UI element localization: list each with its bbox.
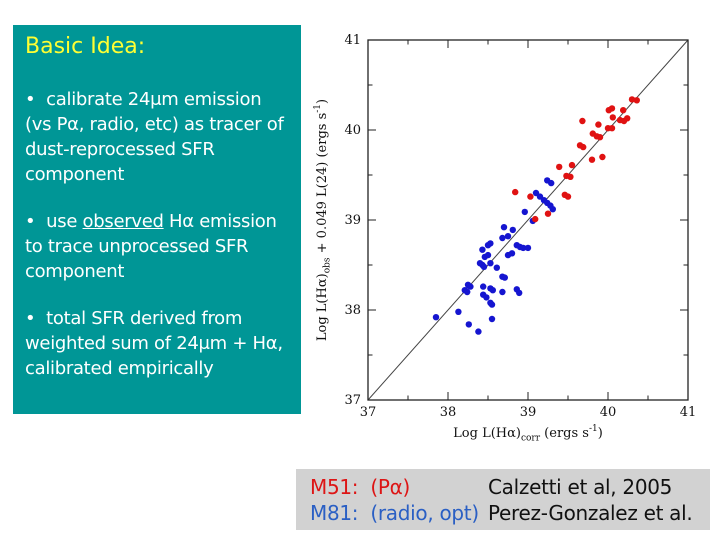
bullet-use-observed-ha: • use observed Hα emission to trace unpr… [25, 209, 289, 284]
y-tick-label: 40 [344, 123, 361, 138]
caption-m81-label: M81: (radio, opt) [310, 501, 479, 525]
scatter-point-m81 [465, 321, 472, 328]
scatter-point-m51 [620, 117, 628, 125]
scatter-point-m81 [520, 244, 527, 252]
scatter-point-m81 [467, 283, 474, 290]
scatter-point-m81 [489, 287, 496, 294]
bullet-calibrate-24um: • calibrate 24μm emission (vs Pα, radio,… [25, 87, 289, 187]
plot-svg: 37 38 39 40 41 37 38 39 40 41 Log L(Hα)corr (ergs … [313, 33, 697, 444]
scatter-point-m51 [588, 156, 596, 163]
scatter-point-m81 [455, 308, 462, 315]
scatter-point-m81 [549, 206, 556, 213]
scatter-point-m81 [509, 226, 516, 234]
idea-box: Basic Idea: • calibrate 24μm emission (v… [13, 25, 301, 414]
scatter-point-m81 [480, 283, 487, 290]
scatter-point-m81 [548, 179, 555, 187]
bullet-text-segment: • total SFR derived from weighted sum of… [25, 308, 289, 379]
scatter-point-m81 [479, 246, 486, 253]
caption-row-m81: M81: (radio, opt) Perez-Gonzalez et al. [310, 500, 710, 526]
scatter-point-m81 [521, 208, 528, 216]
y-axis-title: Log L(Hα)obs + 0.049 L(24) (ergs s-1) [313, 99, 333, 341]
scatter-point-m51 [596, 134, 604, 141]
y-tick-label: 39 [344, 213, 361, 228]
scatter-point-m81 [508, 250, 516, 257]
scatter-point-m81 [524, 244, 532, 252]
y-tick-label: 38 [344, 303, 361, 318]
scatter-point-m81 [487, 240, 494, 247]
scatter-point-m81 [464, 288, 471, 296]
scatter-point-m81 [516, 289, 523, 297]
scatter-point-m51 [532, 215, 539, 223]
scatter-point-m51 [568, 161, 576, 169]
caption-m81-ref: Perez-Gonzalez et al. [488, 501, 693, 525]
one-to-one-line [367, 39, 689, 401]
caption-m51-label: M51: (Pα) [310, 475, 411, 499]
bullet-text-segment: observed [82, 211, 164, 232]
x-axis-title: Log L(Hα)corr (ergs s-1) [453, 424, 603, 444]
scatter-point-m51 [620, 107, 627, 114]
scatter-point-m81 [475, 328, 482, 335]
scatter-point-m51 [512, 188, 519, 196]
scatter-point-m81 [488, 315, 496, 323]
scatter-point-m81 [488, 301, 496, 308]
y-tick-label: 41 [344, 33, 361, 48]
scatter-point-m51 [595, 121, 602, 128]
x-tick-label: 41 [680, 405, 697, 420]
scatter-point-m51 [556, 163, 563, 171]
bullet-text-segment: • calibrate 24μm emission (vs Pα, radio,… [25, 89, 289, 185]
scatter-point-m51 [564, 193, 572, 200]
scatter-point-m81 [493, 264, 500, 271]
scatter-chart: 37 38 39 40 41 37 38 39 40 41 Log L(Hα)corr (ergs … [305, 0, 715, 465]
y-tick-label: 37 [344, 393, 361, 408]
caption-row-m51: M51: (Pα) Calzetti et al, 2005 [310, 474, 710, 500]
bullet-text-segment: • use [25, 211, 83, 232]
x-tick-label: 40 [600, 405, 617, 420]
scatter-point-m51 [608, 105, 616, 112]
scatter-point-m81 [483, 294, 490, 301]
scatter-point-m51 [544, 210, 552, 217]
scatter-point-m51 [579, 117, 586, 125]
caption-box: M51: (Pα) Calzetti et al, 2005 M81: (rad… [296, 469, 710, 530]
scatter-point-m51 [628, 96, 636, 103]
scatter-point-m51 [527, 193, 534, 200]
x-tick-label: 37 [360, 405, 377, 420]
scatter-point-m51 [608, 125, 616, 132]
caption-m51-ref: Calzetti et al, 2005 [488, 475, 673, 499]
scatter-point-m81 [504, 233, 512, 240]
scatter-point-m51 [599, 153, 606, 161]
bullet-total-sfr: • total SFR derived from weighted sum of… [25, 306, 289, 381]
scatter-point-m81 [480, 263, 488, 270]
scatter-point-m81 [484, 251, 492, 259]
scatter-point-m51 [580, 143, 587, 151]
scatter-point-m81 [500, 224, 508, 231]
idea-box-title: Basic Idea: [25, 34, 146, 59]
scatter-point-m81 [432, 314, 440, 321]
scatter-point-m81 [501, 274, 508, 281]
scatter-point-m51 [633, 97, 640, 104]
scatter-point-m51 [609, 114, 616, 121]
scatter-point-m81 [499, 288, 506, 296]
scatter-point-m81 [487, 260, 494, 267]
x-tick-label: 39 [520, 405, 537, 420]
scatter-point-m51 [567, 173, 574, 180]
scatter-point-m81 [499, 234, 506, 242]
bullet-text-segment: Hα emission to trace unprocessed SFR com… [25, 211, 283, 282]
x-tick-label: 38 [440, 405, 457, 420]
